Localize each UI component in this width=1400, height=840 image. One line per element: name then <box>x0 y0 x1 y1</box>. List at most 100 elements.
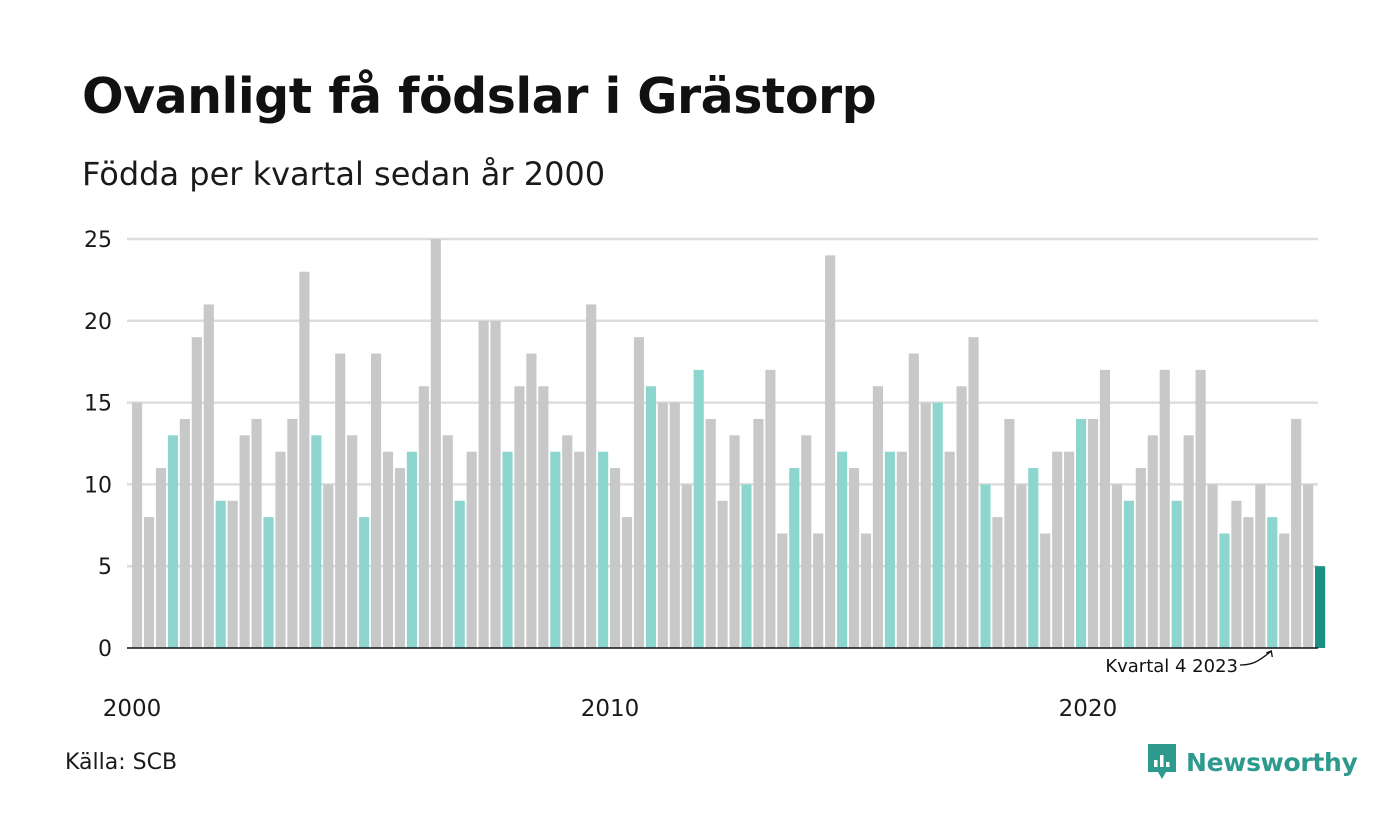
bar-2006-q4 <box>454 500 465 648</box>
bar-2012-q4 <box>741 484 752 648</box>
bar-2005-q1 <box>370 353 382 648</box>
bar-2021-q4 <box>1171 500 1182 648</box>
bar-2014-q2 <box>813 533 824 648</box>
source-note: Källa: SCB <box>65 750 178 775</box>
bar-2005-q4 <box>406 451 417 648</box>
bar-2018-q3 <box>1016 484 1027 648</box>
x-tick-label: 2020 <box>1059 696 1118 722</box>
bar-2010-q4 <box>645 386 656 648</box>
bar-2016-q3 <box>920 402 931 648</box>
x-tick-label: 2000 <box>103 696 162 722</box>
bar-2007-q4 <box>502 451 513 648</box>
bar-2023-q4 <box>1267 517 1278 648</box>
bar-2008-q4 <box>550 451 561 648</box>
y-tick-label: 25 <box>84 228 112 253</box>
bar-2011-q1 <box>657 402 668 648</box>
bar-2023-q3 <box>1255 484 1266 648</box>
y-tick-label: 20 <box>84 310 112 335</box>
bar-2015-q3 <box>872 386 884 648</box>
bar-2024-q4 <box>1315 566 1326 648</box>
bar-2004-q1 <box>323 484 334 648</box>
bar-2008-q2 <box>526 353 537 648</box>
bar-2021-q1 <box>1135 468 1146 648</box>
y-tick-label: 5 <box>98 555 112 580</box>
y-tick-label: 15 <box>84 392 112 417</box>
bar-2011-q2 <box>669 402 680 648</box>
bar-2016-q2 <box>908 353 919 648</box>
bar-2024-q2 <box>1291 418 1302 648</box>
bar-2004-q2 <box>335 353 346 648</box>
bar-2019-q3 <box>1064 451 1075 648</box>
bar-2010-q2 <box>621 517 633 648</box>
bar-2022-q3 <box>1207 484 1218 648</box>
bar-2016-q4 <box>932 402 943 648</box>
bar-2017-q4 <box>980 484 991 648</box>
brand-name: Newsworthy <box>1186 747 1358 777</box>
bar-2009-q3 <box>586 304 597 648</box>
bar-2024-q3 <box>1303 484 1314 648</box>
bar-2020-q2 <box>1099 369 1111 648</box>
bar-2001-q3 <box>203 304 214 648</box>
bar-2017-q1 <box>944 451 955 648</box>
bar-2007-q2 <box>478 320 489 648</box>
bar-2002-q3 <box>251 418 262 648</box>
annotation-label: Kvartal 4 2023 <box>1105 656 1238 677</box>
bar-2000-q2 <box>143 517 155 648</box>
bar-2006-q3 <box>442 435 453 648</box>
bar-2020-q3 <box>1111 484 1123 648</box>
bar-2018-q2 <box>1004 418 1015 648</box>
bar-2014-q1 <box>801 435 812 648</box>
chart-title: Ovanligt få födslar i Grästorp <box>82 68 877 125</box>
bar-2019-q2 <box>1052 451 1063 648</box>
bar-2000-q1 <box>132 402 143 648</box>
y-tick-label: 0 <box>98 637 112 662</box>
bar-2006-q2 <box>430 239 441 648</box>
bar-2003-q1 <box>275 451 286 648</box>
bar-2015-q2 <box>860 533 872 648</box>
bar-2020-q1 <box>1087 418 1099 648</box>
bar-2010-q1 <box>609 468 621 648</box>
bar-2003-q2 <box>287 418 298 648</box>
bar-2004-q4 <box>359 517 370 648</box>
bar-2001-q1 <box>179 418 190 648</box>
brand-logo-group: Newsworthy <box>1146 742 1358 782</box>
bar-2005-q3 <box>394 468 406 648</box>
bar-2007-q1 <box>466 451 477 648</box>
y-tick-label: 10 <box>84 473 112 498</box>
bar-2023-q2 <box>1243 517 1254 648</box>
bar-2012-q1 <box>705 418 716 648</box>
bar-2008-q1 <box>514 386 525 648</box>
bar-2008-q3 <box>538 386 549 648</box>
bar-2011-q3 <box>681 484 692 648</box>
bar-2003-q4 <box>311 435 322 648</box>
bar-2019-q1 <box>1040 533 1051 648</box>
annotation-arrowhead <box>1266 650 1273 658</box>
bar-2021-q3 <box>1159 369 1170 648</box>
x-tick-label: 2010 <box>581 696 640 722</box>
bars <box>132 239 1326 649</box>
bar-2014-q3 <box>825 255 836 649</box>
bar-2000-q4 <box>167 435 178 648</box>
bar-2007-q3 <box>490 320 501 648</box>
bar-2020-q4 <box>1123 500 1134 648</box>
bar-2016-q1 <box>896 451 907 648</box>
bar-2005-q2 <box>382 451 394 648</box>
bar-2002-q4 <box>263 517 274 648</box>
bar-2001-q2 <box>191 337 202 648</box>
axis-labels: 0 5 10 15 20 25 2000 2010 2020 <box>84 228 1117 722</box>
bar-2000-q3 <box>155 468 167 648</box>
bar-2001-q4 <box>215 500 226 648</box>
bar-2018-q4 <box>1028 468 1039 648</box>
newsworthy-logo-icon <box>1148 744 1176 779</box>
bar-2022-q2 <box>1195 369 1206 648</box>
bar-2011-q4 <box>693 369 704 648</box>
bar-chart: 0 5 10 15 20 25 2000 2010 2020 Kvartal 4 2023 <box>84 228 1326 722</box>
annotation: Kvartal 4 2023 <box>1105 650 1273 677</box>
bar-2010-q3 <box>633 337 645 648</box>
bar-2022-q4 <box>1219 533 1230 648</box>
bar-2013-q3 <box>777 533 788 648</box>
bar-2009-q2 <box>574 451 585 648</box>
bar-2021-q2 <box>1147 435 1158 648</box>
bar-2013-q2 <box>765 369 776 648</box>
bar-2017-q3 <box>968 337 979 648</box>
